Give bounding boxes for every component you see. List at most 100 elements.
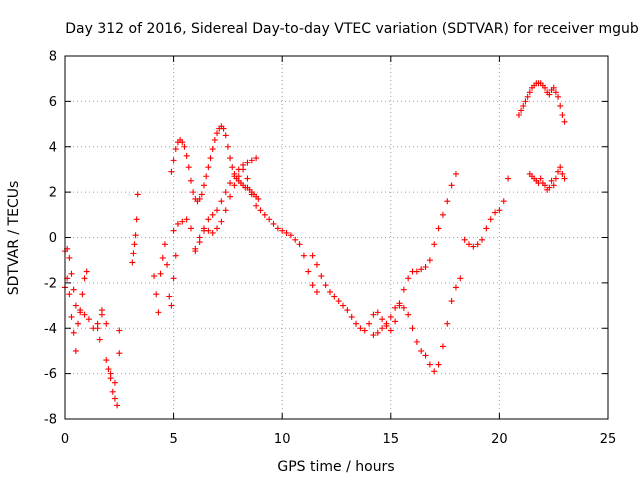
data-point <box>383 320 390 327</box>
data-point <box>209 211 216 218</box>
y-tick-label: -4 <box>44 322 57 337</box>
data-point <box>379 325 386 332</box>
data-point <box>550 182 557 189</box>
series-track-2 <box>103 327 123 409</box>
data-point <box>555 93 562 100</box>
data-point <box>174 220 181 227</box>
data-point <box>370 332 377 339</box>
data-point <box>379 316 386 323</box>
data-point <box>422 352 429 359</box>
data-point <box>114 402 121 409</box>
data-point <box>77 309 84 316</box>
data-point <box>366 320 373 327</box>
x-tick-label: 20 <box>491 432 508 447</box>
data-point <box>244 175 251 182</box>
data-point <box>229 164 236 171</box>
data-point <box>244 159 251 166</box>
data-point <box>81 275 88 282</box>
data-point <box>68 270 75 277</box>
grid <box>65 56 608 419</box>
x-axis-label: GPS time / hours <box>277 459 394 475</box>
data-point <box>70 329 77 336</box>
data-point <box>116 350 123 357</box>
data-point <box>561 175 568 182</box>
data-point <box>305 268 312 275</box>
data-point <box>550 84 557 91</box>
data-point <box>255 195 262 202</box>
data-point <box>185 164 192 171</box>
data-point <box>309 252 316 259</box>
data-point <box>187 177 194 184</box>
data-point <box>129 259 136 266</box>
data-point <box>448 298 455 305</box>
data-point <box>452 284 459 291</box>
data-point <box>348 313 355 320</box>
data-point <box>222 132 229 139</box>
y-tick-label: 4 <box>49 140 57 155</box>
axis-ticks <box>64 55 609 420</box>
data-point <box>253 202 260 209</box>
data-point <box>155 309 162 316</box>
series-track-4 <box>151 241 179 316</box>
data-point <box>353 320 360 327</box>
data-point <box>422 263 429 270</box>
data-point <box>170 227 177 234</box>
data-point <box>518 107 525 114</box>
data-point <box>222 207 229 214</box>
data-point <box>72 347 79 354</box>
series-track-2b <box>107 350 123 386</box>
data-point <box>400 286 407 293</box>
y-tick-label: -8 <box>44 413 57 428</box>
data-point <box>374 329 381 336</box>
data-point <box>105 366 112 373</box>
data-point <box>555 168 562 175</box>
data-point <box>331 293 338 300</box>
data-point <box>313 261 320 268</box>
data-point <box>227 193 234 200</box>
data-point <box>313 288 320 295</box>
data-point <box>75 320 82 327</box>
data-point <box>413 268 420 275</box>
data-point <box>524 93 531 100</box>
data-point <box>426 361 433 368</box>
y-tick-label: -2 <box>44 276 57 291</box>
data-point <box>487 216 494 223</box>
data-point <box>520 102 527 109</box>
data-point <box>209 229 216 236</box>
data-point <box>203 173 210 180</box>
data-point <box>387 313 394 320</box>
y-tick-label: -6 <box>44 367 57 382</box>
data-point <box>205 227 212 234</box>
data-point <box>134 191 141 198</box>
data-point <box>552 175 559 182</box>
data-point <box>68 313 75 320</box>
data-point <box>187 225 194 232</box>
data-point <box>344 307 351 314</box>
data-point <box>157 270 164 277</box>
data-point <box>431 368 438 375</box>
data-point <box>198 191 205 198</box>
data-point <box>340 302 347 309</box>
data-point <box>190 189 197 196</box>
data-point <box>537 175 544 182</box>
data-point <box>192 248 199 255</box>
data-point <box>435 361 442 368</box>
data-point <box>131 241 138 248</box>
data-point <box>435 225 442 232</box>
data-point <box>392 318 399 325</box>
data-point <box>261 211 268 218</box>
data-point <box>248 191 255 198</box>
data-point <box>164 261 171 268</box>
data-point <box>209 146 216 153</box>
data-point <box>400 304 407 311</box>
data-point <box>322 282 329 289</box>
data-point <box>426 257 433 264</box>
data-point <box>103 357 110 364</box>
data-point <box>132 232 139 239</box>
data-point <box>111 379 118 386</box>
data-point <box>492 209 499 216</box>
x-tick-label: 10 <box>274 432 291 447</box>
series-track-9 <box>370 175 512 375</box>
data-point <box>546 184 553 191</box>
